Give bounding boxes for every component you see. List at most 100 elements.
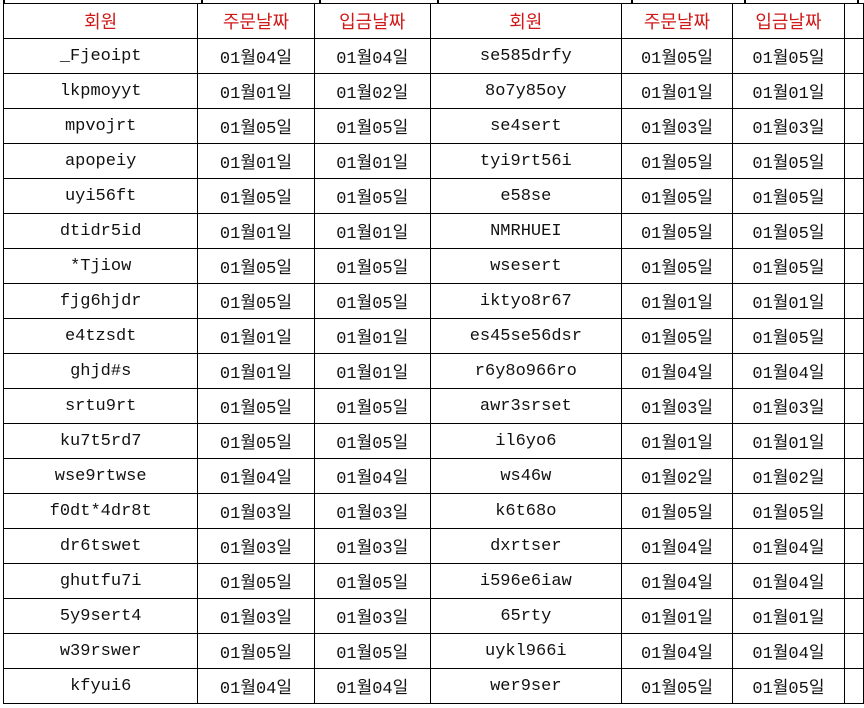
member-cell[interactable]: ws46w [429,458,622,494]
deposit-date-cell[interactable]: 01월03일 [313,598,431,634]
order-date-cell[interactable]: 01월03일 [197,528,315,564]
member-cell[interactable]: wse9rtwse [2,458,199,494]
deposit-date-cell[interactable]: 01월05일 [732,213,845,249]
header-member-1[interactable]: 회원 [2,3,199,39]
order-date-cell[interactable]: 01월02일 [620,458,734,494]
deposit-date-cell[interactable]: 01월05일 [313,108,431,144]
order-date-cell[interactable]: 01월04일 [620,353,734,389]
header-member-2[interactable]: 회원 [429,3,622,39]
order-date-cell[interactable]: 01월05일 [197,108,315,144]
member-cell[interactable]: _Fjeoipt [2,38,199,74]
empty-cell[interactable] [843,528,864,564]
deposit-date-cell[interactable]: 01월05일 [732,38,845,74]
deposit-date-cell[interactable]: 01월01일 [313,318,431,354]
order-date-cell[interactable]: 01월05일 [197,283,315,319]
order-date-cell[interactable]: 01월05일 [620,318,734,354]
deposit-date-cell[interactable]: 01월03일 [313,493,431,529]
deposit-date-cell[interactable]: 01월05일 [732,668,845,704]
empty-cell[interactable] [843,283,864,319]
order-date-cell[interactable]: 01월05일 [197,178,315,214]
empty-cell[interactable] [843,633,864,669]
deposit-date-cell[interactable]: 01월05일 [732,178,845,214]
order-date-cell[interactable]: 01월03일 [197,598,315,634]
member-cell[interactable]: awr3srset [429,388,622,424]
member-cell[interactable]: w39rswer [2,633,199,669]
empty-cell[interactable] [843,248,864,284]
order-date-cell[interactable]: 01월04일 [197,38,315,74]
member-cell[interactable]: mpvojrt [2,108,199,144]
member-cell[interactable]: kfyui6 [2,668,199,704]
deposit-date-cell[interactable]: 01월05일 [313,633,431,669]
member-cell[interactable]: fjg6hjdr [2,283,199,319]
member-cell[interactable]: se585drfy [429,38,622,74]
deposit-date-cell[interactable]: 01월05일 [732,318,845,354]
order-date-cell[interactable]: 01월04일 [620,528,734,564]
order-date-cell[interactable]: 01월01일 [197,73,315,109]
member-cell[interactable]: r6y8o966ro [429,353,622,389]
deposit-date-cell[interactable]: 01월01일 [732,423,845,459]
empty-cell[interactable] [843,143,864,179]
member-cell[interactable]: es45se56dsr [429,318,622,354]
deposit-date-cell[interactable]: 01월04일 [313,668,431,704]
member-cell[interactable]: wsesert [429,248,622,284]
order-date-cell[interactable]: 01월05일 [197,563,315,599]
member-cell[interactable]: ku7t5rd7 [2,423,199,459]
deposit-date-cell[interactable]: 01월05일 [313,178,431,214]
deposit-date-cell[interactable]: 01월01일 [313,143,431,179]
deposit-date-cell[interactable]: 01월05일 [732,248,845,284]
deposit-date-cell[interactable]: 01월05일 [313,283,431,319]
order-date-cell[interactable]: 01월05일 [620,178,734,214]
deposit-date-cell[interactable]: 01월05일 [313,423,431,459]
order-date-cell[interactable]: 01월05일 [620,248,734,284]
order-date-cell[interactable]: 01월04일 [197,668,315,704]
deposit-date-cell[interactable]: 01월01일 [313,213,431,249]
deposit-date-cell[interactable]: 01월03일 [732,108,845,144]
member-cell[interactable]: ghutfu7i [2,563,199,599]
empty-cell[interactable] [843,353,864,389]
order-date-cell[interactable]: 01월01일 [197,143,315,179]
header-order-date-1[interactable]: 주문날짜 [197,3,315,39]
header-deposit-date-1[interactable]: 입금날짜 [313,3,431,39]
order-date-cell[interactable]: 01월05일 [197,388,315,424]
deposit-date-cell[interactable]: 01월03일 [732,388,845,424]
order-date-cell[interactable]: 01월01일 [197,213,315,249]
member-cell[interactable]: se4sert [429,108,622,144]
empty-cell[interactable] [843,38,864,74]
order-date-cell[interactable]: 01월05일 [197,248,315,284]
member-cell[interactable]: dtidr5id [2,213,199,249]
deposit-date-cell[interactable]: 01월01일 [313,353,431,389]
order-date-cell[interactable]: 01월05일 [620,213,734,249]
empty-cell[interactable] [843,3,864,39]
deposit-date-cell[interactable]: 01월04일 [732,528,845,564]
empty-cell[interactable] [843,318,864,354]
deposit-date-cell[interactable]: 01월02일 [732,458,845,494]
member-cell[interactable]: i596e6iaw [429,563,622,599]
deposit-date-cell[interactable]: 01월05일 [313,248,431,284]
deposit-date-cell[interactable]: 01월01일 [732,598,845,634]
deposit-date-cell[interactable]: 01월05일 [313,563,431,599]
order-date-cell[interactable]: 01월01일 [620,423,734,459]
order-date-cell[interactable]: 01월01일 [620,598,734,634]
member-cell[interactable]: uyi56ft [2,178,199,214]
deposit-date-cell[interactable]: 01월01일 [732,73,845,109]
order-date-cell[interactable]: 01월01일 [197,318,315,354]
deposit-date-cell[interactable]: 01월05일 [732,493,845,529]
order-date-cell[interactable]: 01월05일 [620,38,734,74]
member-cell[interactable]: e58se [429,178,622,214]
member-cell[interactable]: NMRHUEI [429,213,622,249]
member-cell[interactable]: lkpmoyyt [2,73,199,109]
deposit-date-cell[interactable]: 01월03일 [313,528,431,564]
order-date-cell[interactable]: 01월03일 [620,108,734,144]
member-cell[interactable]: il6yo6 [429,423,622,459]
empty-cell[interactable] [843,668,864,704]
empty-cell[interactable] [843,598,864,634]
member-cell[interactable]: 5y9sert4 [2,598,199,634]
deposit-date-cell[interactable]: 01월04일 [732,353,845,389]
order-date-cell[interactable]: 01월05일 [620,143,734,179]
member-cell[interactable]: f0dt*4dr8t [2,493,199,529]
member-cell[interactable]: *Tjiow [2,248,199,284]
order-date-cell[interactable]: 01월01일 [197,353,315,389]
deposit-date-cell[interactable]: 01월05일 [732,143,845,179]
order-date-cell[interactable]: 01월05일 [620,668,734,704]
deposit-date-cell[interactable]: 01월04일 [313,458,431,494]
